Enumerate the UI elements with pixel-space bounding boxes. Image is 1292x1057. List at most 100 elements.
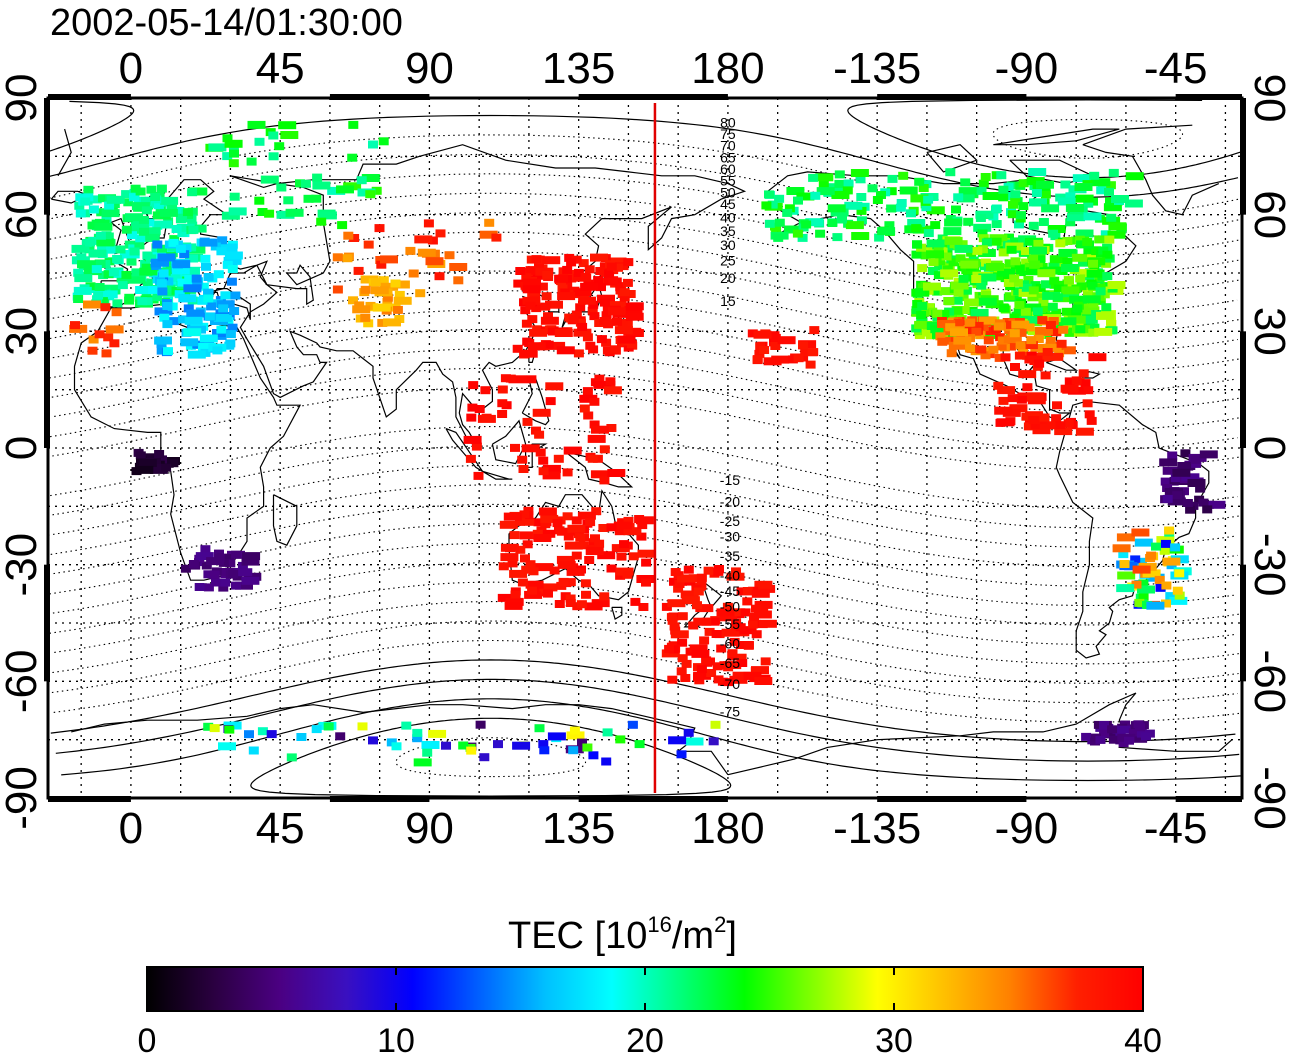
tec-cell (1036, 180, 1054, 189)
frame-bar (48, 796, 131, 802)
tec-cell (1199, 450, 1218, 459)
tec-cell (674, 580, 685, 588)
colorbar-tick-label: 0 (138, 1022, 157, 1057)
mlat-contour (55, 678, 1240, 762)
tec-cell (958, 274, 969, 283)
tec-cell (392, 305, 403, 314)
coastline (445, 428, 483, 472)
tec-cell (1102, 250, 1113, 259)
tec-cell (85, 282, 96, 291)
mlat-label: 25 (720, 252, 736, 268)
tec-cell (641, 578, 651, 587)
tec-cell (911, 306, 922, 315)
tec-cell (349, 234, 360, 242)
tec-cell (1011, 261, 1021, 270)
tec-cell (582, 333, 593, 342)
tec-cell (758, 619, 777, 628)
coastline (565, 451, 634, 488)
tec-cell (484, 218, 495, 227)
tec-cell (1202, 505, 1213, 514)
tec-cell (571, 310, 582, 319)
tec-cell (545, 397, 556, 406)
tec-cell (953, 318, 964, 327)
tec-cell (723, 678, 734, 687)
tec-cell (1104, 187, 1114, 196)
mlat-label: -70 (720, 676, 740, 692)
tec-cell (636, 532, 647, 541)
tec-cell (950, 281, 969, 290)
tec-cell (667, 616, 678, 625)
tec-cell (244, 730, 254, 739)
tec-cell (1088, 328, 1099, 337)
tec-cell (1075, 325, 1086, 334)
tec-cell (691, 649, 710, 658)
tec-cell (1019, 341, 1038, 350)
tec-cell (157, 244, 167, 253)
tec-cell (712, 662, 723, 671)
tec-cell (793, 354, 804, 363)
tec-cell (311, 725, 322, 734)
tec-cell (856, 216, 867, 225)
tec-cell (834, 179, 845, 188)
tec-cell (576, 600, 587, 609)
tec-cell (225, 559, 236, 568)
tec-cell (540, 514, 559, 523)
tec-cell (1041, 204, 1060, 213)
tec-cell (184, 274, 195, 283)
tec-cell (635, 516, 654, 525)
tec-cell (568, 746, 579, 755)
tec-cell (98, 271, 109, 280)
tec-cell (278, 121, 297, 130)
tec-cell (1058, 248, 1077, 257)
tec-cell (619, 540, 629, 549)
tec-cell (200, 254, 211, 263)
tec-cell (465, 454, 476, 463)
mlat-contour (53, 503, 1241, 587)
tec-cell (157, 287, 168, 296)
tec-cell (509, 531, 520, 540)
tec-cell (619, 288, 630, 297)
tec-cell (217, 236, 228, 245)
tec-cell (751, 589, 770, 598)
frame-bar (48, 94, 131, 100)
tec-cell (519, 531, 538, 540)
tec-cell (1161, 581, 1172, 590)
tec-cell (127, 275, 146, 284)
tec-cell (856, 193, 867, 201)
tec-cell (194, 583, 205, 591)
tec-cell (726, 572, 745, 581)
tec-cell (154, 450, 165, 458)
tec-cell (1018, 288, 1037, 297)
tec-cell (556, 346, 575, 355)
tec-cell (1054, 427, 1073, 436)
tec-cell (537, 282, 548, 291)
tec-cell (1106, 317, 1116, 326)
tec-cell (944, 218, 963, 227)
tec-cell (711, 630, 722, 638)
tec-cell (939, 336, 958, 345)
tec-cell (923, 195, 934, 204)
tec-cell (898, 171, 909, 180)
tec-cell (453, 276, 464, 285)
tec-cell (787, 355, 798, 364)
tec-cell (634, 740, 645, 749)
tec-cell (231, 581, 241, 590)
tec-cell (565, 599, 576, 607)
tec-cell (524, 517, 535, 526)
tec-cell (521, 444, 540, 453)
tec-cell (767, 200, 778, 209)
colorbar: TEC [1016/m2] 0 10 20 30 40 (138, 912, 1162, 1057)
tec-cell (126, 257, 137, 266)
tec-cell (1038, 218, 1049, 226)
tec-cell (953, 336, 972, 345)
tec-cell (1003, 182, 1014, 191)
tec-cell (617, 318, 628, 327)
tec-cell (356, 176, 367, 185)
tec-cell (1018, 345, 1029, 354)
tec-cell (599, 445, 610, 454)
tec-cell (1108, 168, 1119, 177)
tec-cell (751, 604, 761, 613)
tec-cell (565, 578, 576, 587)
tec-cell (95, 231, 106, 240)
tec-cell (142, 297, 153, 306)
